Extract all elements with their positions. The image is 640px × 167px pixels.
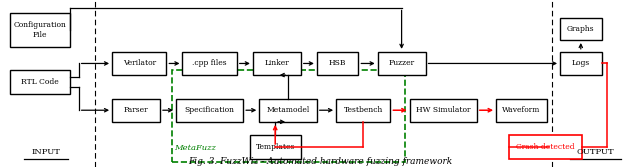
FancyBboxPatch shape bbox=[112, 52, 166, 75]
Text: Metamodel: Metamodel bbox=[266, 106, 310, 114]
Text: Verilator: Verilator bbox=[123, 59, 156, 67]
Text: Graphs: Graphs bbox=[567, 25, 595, 33]
Text: OUTPUT: OUTPUT bbox=[577, 148, 614, 156]
Text: HW Simulator: HW Simulator bbox=[416, 106, 470, 114]
Text: INPUT: INPUT bbox=[31, 148, 61, 156]
FancyBboxPatch shape bbox=[560, 52, 602, 75]
Text: MetaFuzz: MetaFuzz bbox=[174, 144, 216, 152]
FancyBboxPatch shape bbox=[496, 99, 547, 122]
FancyBboxPatch shape bbox=[176, 99, 243, 122]
FancyBboxPatch shape bbox=[336, 99, 390, 122]
Text: Crash detected: Crash detected bbox=[516, 143, 575, 151]
FancyBboxPatch shape bbox=[259, 99, 317, 122]
Text: Linker: Linker bbox=[264, 59, 289, 67]
FancyBboxPatch shape bbox=[250, 135, 301, 159]
Text: Waveform: Waveform bbox=[502, 106, 541, 114]
FancyBboxPatch shape bbox=[317, 52, 358, 75]
FancyBboxPatch shape bbox=[253, 52, 301, 75]
Text: RTL Code: RTL Code bbox=[21, 78, 59, 86]
FancyBboxPatch shape bbox=[509, 135, 582, 159]
Text: Logs: Logs bbox=[572, 59, 590, 67]
FancyBboxPatch shape bbox=[560, 18, 602, 40]
Text: Fig. 3. FuzzWiz - Automated hardware fuzzing framework: Fig. 3. FuzzWiz - Automated hardware fuz… bbox=[188, 157, 452, 166]
Text: Configuration
File: Configuration File bbox=[13, 22, 67, 39]
Text: Templates: Templates bbox=[255, 143, 295, 151]
Text: Specification: Specification bbox=[184, 106, 235, 114]
FancyBboxPatch shape bbox=[182, 52, 237, 75]
Text: HSB: HSB bbox=[329, 59, 346, 67]
FancyBboxPatch shape bbox=[378, 52, 426, 75]
FancyBboxPatch shape bbox=[10, 70, 70, 94]
Text: Testbench: Testbench bbox=[344, 106, 383, 114]
Text: .cpp files: .cpp files bbox=[192, 59, 227, 67]
Text: Parser: Parser bbox=[124, 106, 148, 114]
FancyBboxPatch shape bbox=[112, 99, 160, 122]
Text: Fuzzer: Fuzzer bbox=[388, 59, 415, 67]
FancyBboxPatch shape bbox=[10, 13, 70, 47]
FancyBboxPatch shape bbox=[410, 99, 477, 122]
